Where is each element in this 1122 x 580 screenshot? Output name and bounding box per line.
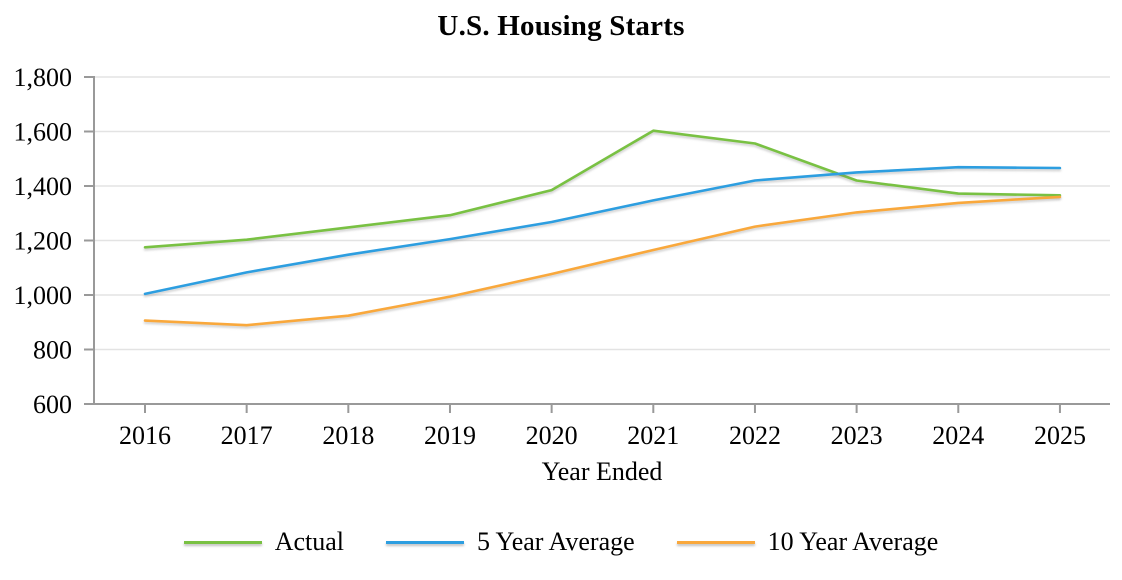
series-line-10-year-average xyxy=(143,195,1062,327)
y-axis-tick-label: 1,200 xyxy=(14,227,73,256)
legend-item-actual: Actual xyxy=(183,527,345,557)
x-axis-tick-label: 2023 xyxy=(831,421,883,450)
y-axis-tick-label: 800 xyxy=(33,336,72,365)
legend-swatch-actual xyxy=(183,540,262,544)
y-axis-tick-label: 600 xyxy=(33,390,72,419)
y-axis-tick-label: 1,800 xyxy=(14,63,73,92)
y-axis-tick-label: 1,000 xyxy=(14,281,73,310)
x-axis-tick-label: 2025 xyxy=(1034,421,1086,450)
legend-item-10-year-average: 10 Year Average xyxy=(676,527,939,557)
legend-swatch-5-year-average xyxy=(386,540,465,544)
x-axis-tick-label: 2021 xyxy=(627,421,679,450)
y-axis-tick-label: 1,400 xyxy=(14,172,73,201)
x-axis-tick-label: 2016 xyxy=(119,421,171,450)
chart-title: U.S. Housing Starts xyxy=(437,10,685,42)
chart-legend: Actual 5 Year Average 10 Year Average xyxy=(0,527,1122,557)
y-axis-tick-label: 1,600 xyxy=(14,118,73,147)
x-axis-tick-label: 2018 xyxy=(322,421,374,450)
x-axis-tick-label: 2022 xyxy=(729,421,781,450)
x-axis-title: Year Ended xyxy=(541,457,663,486)
x-axis-tick-label: 2017 xyxy=(221,421,273,450)
legend-label-10-year-average: 10 Year Average xyxy=(767,527,939,556)
series-line-5-year-average xyxy=(143,165,1062,296)
x-axis-tick-label: 2020 xyxy=(526,421,578,450)
series-line-actual xyxy=(143,129,1062,249)
legend-label-actual: Actual xyxy=(274,527,345,556)
x-axis-tick-label: 2024 xyxy=(932,421,984,450)
legend-label-5-year-average: 5 Year Average xyxy=(477,527,635,556)
legend-swatch-10-year-average xyxy=(676,540,755,544)
x-axis-tick-label: 2019 xyxy=(424,421,476,450)
legend-item-5-year-average: 5 Year Average xyxy=(386,527,635,557)
